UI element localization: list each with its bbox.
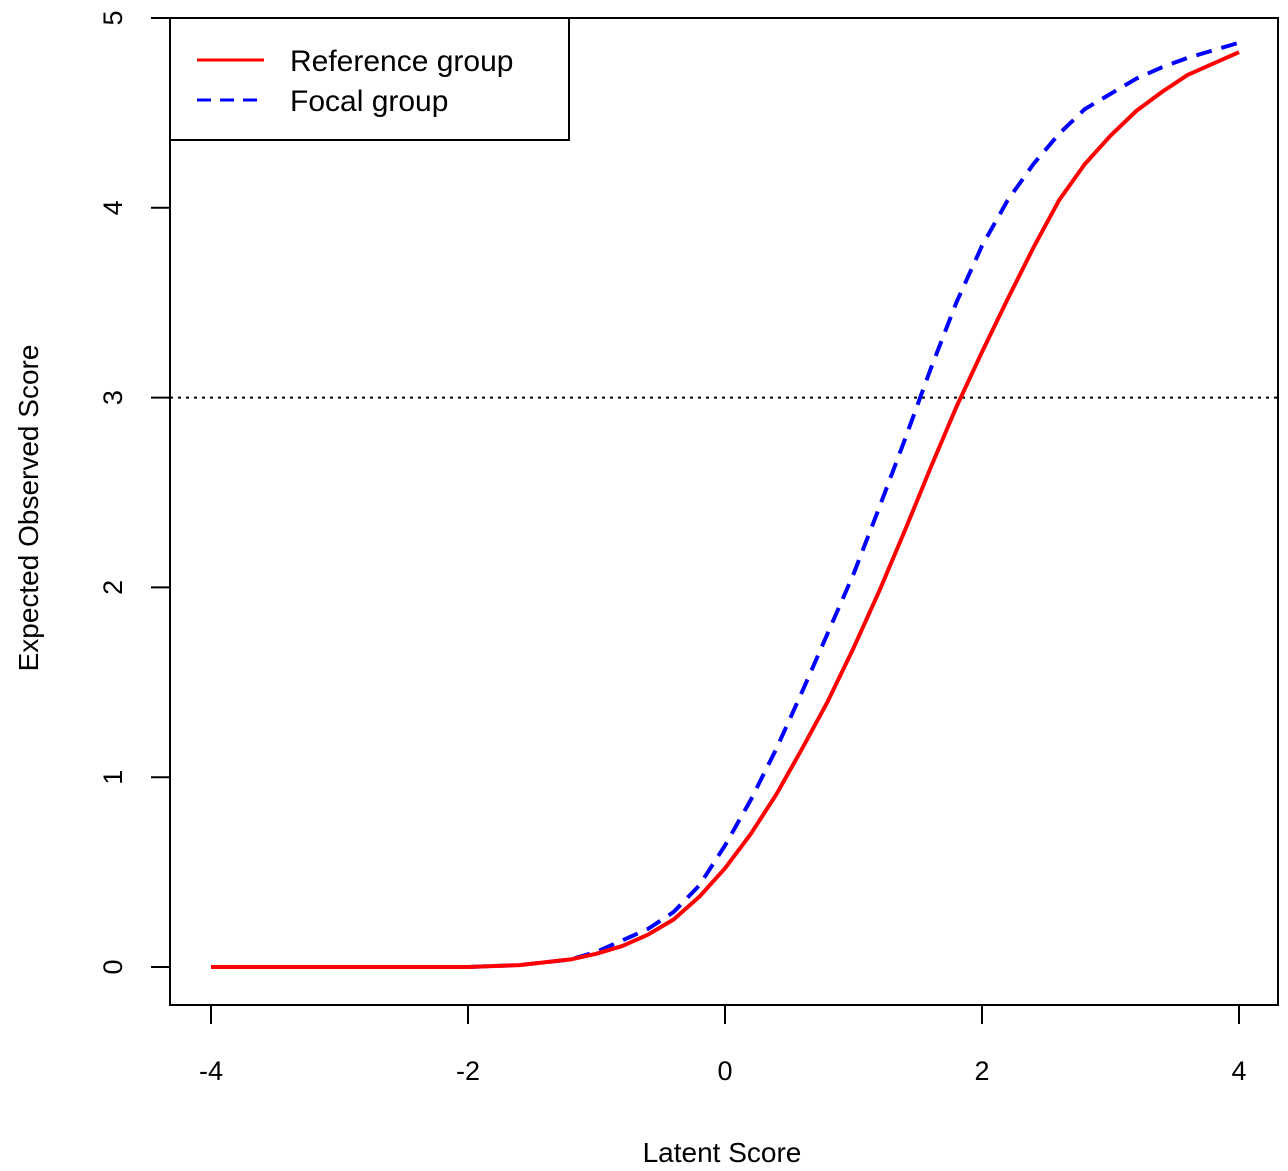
x-tick-label: -2: [456, 1056, 480, 1086]
y-tick-label: 5: [98, 10, 128, 25]
legend: Reference group Focal group: [169, 17, 570, 141]
y-tick-label: 3: [98, 390, 128, 405]
x-axis: -4 -2 0 2 4: [199, 1004, 1247, 1086]
y-axis-label: Expected Observed Score: [13, 345, 44, 672]
plot-frame: [169, 17, 1279, 1006]
y-tick-label: 4: [98, 200, 128, 215]
y-tick-label: 2: [98, 580, 128, 595]
x-tick-label: 2: [974, 1056, 989, 1086]
series-line-focal-group: [211, 40, 1240, 969]
x-tick-label: -4: [199, 1056, 223, 1086]
x-tick-label: 0: [717, 1056, 732, 1086]
x-axis-label: Latent Score: [643, 1137, 802, 1168]
y-tick-label: 0: [98, 959, 128, 974]
legend-label-focal: Focal group: [290, 85, 448, 118]
y-axis: 0 1 2 3 4 5: [98, 10, 171, 975]
series-line-reference-group: [211, 50, 1240, 969]
x-tick-label: 4: [1231, 1056, 1246, 1086]
y-tick-label: 1: [98, 770, 128, 785]
plot-area: [170, 40, 1278, 969]
legend-box: [169, 17, 570, 141]
legend-label-reference: Reference group: [290, 45, 513, 78]
